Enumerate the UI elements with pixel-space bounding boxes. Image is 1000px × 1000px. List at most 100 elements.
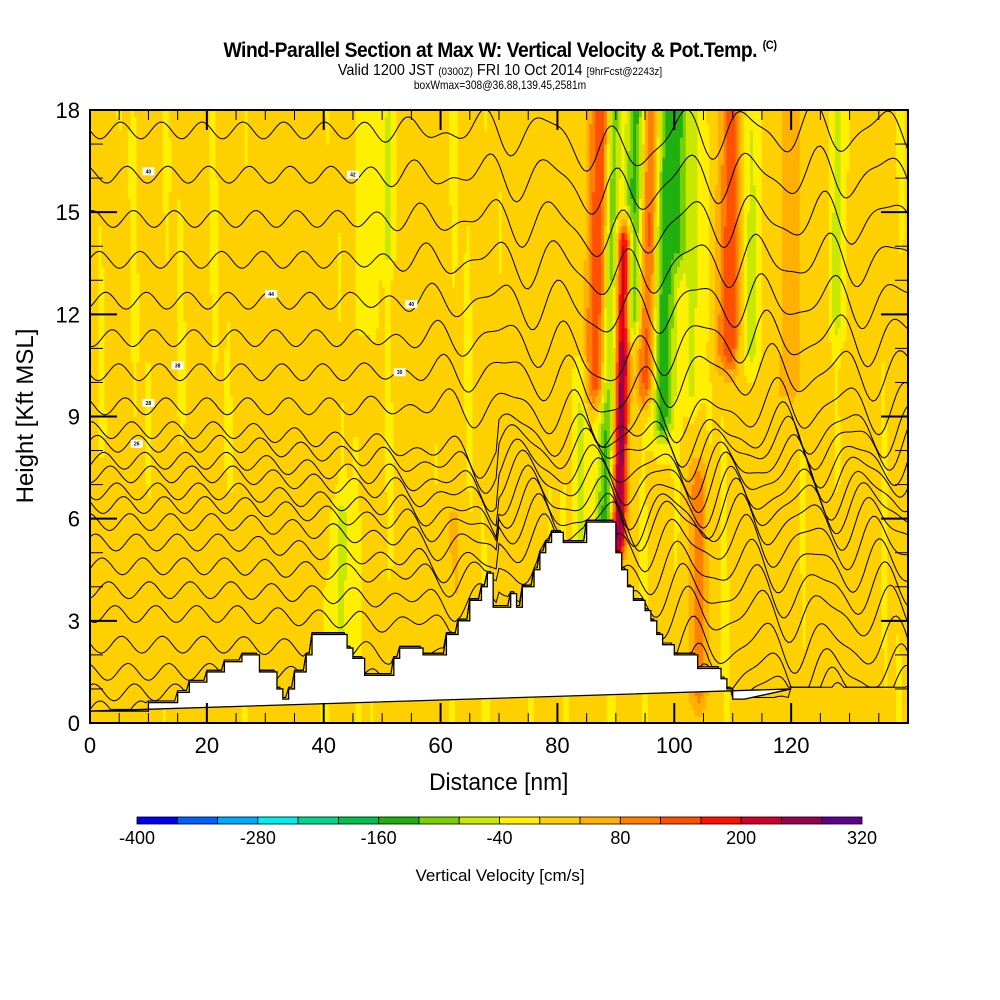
contour-label: 26	[134, 442, 140, 448]
velocity-cell	[639, 477, 643, 615]
velocity-cell	[843, 110, 848, 342]
velocity-cell	[662, 436, 666, 445]
velocity-cell	[341, 402, 345, 506]
velocity-cell	[177, 110, 181, 199]
velocity-cell	[621, 211, 626, 220]
velocity-cell	[563, 110, 567, 486]
velocity-cell	[586, 416, 590, 574]
velocity-cell	[142, 110, 146, 723]
velocity-cell	[341, 110, 345, 404]
velocity-cell	[215, 110, 219, 179]
velocity-cell	[747, 382, 751, 723]
velocity-cell	[627, 205, 631, 220]
velocity-cell	[665, 110, 669, 417]
velocity-cell	[621, 552, 626, 560]
velocity-cell	[627, 150, 631, 206]
velocity-cell	[831, 361, 836, 723]
theta-contour-line	[90, 190, 908, 257]
velocity-cell	[399, 110, 403, 723]
velocity-cell	[262, 110, 266, 723]
velocity-cell	[180, 443, 184, 723]
velocity-cell	[732, 382, 737, 723]
velocity-cell	[852, 110, 856, 723]
velocity-cell	[379, 110, 383, 281]
colorbar-tick-label: 200	[726, 828, 756, 848]
velocity-cell	[685, 416, 690, 479]
velocity-cell	[338, 232, 342, 322]
velocity-cell	[633, 341, 637, 377]
velocity-cell	[215, 361, 219, 723]
velocity-cell	[703, 402, 707, 465]
theta-contour-line	[90, 415, 908, 494]
velocity-cell	[706, 341, 710, 363]
velocity-cell	[723, 443, 728, 723]
velocity-cell	[773, 110, 777, 723]
velocity-cell	[714, 368, 719, 723]
velocity-cell	[796, 110, 801, 390]
velocity-cell	[490, 110, 494, 723]
velocity-cell	[653, 110, 658, 213]
velocity-cell	[694, 470, 699, 697]
velocity-cell	[335, 484, 339, 656]
theta-contour-line	[90, 343, 908, 413]
velocity-cell	[259, 110, 263, 723]
velocity-cell	[866, 110, 871, 723]
velocity-cell	[691, 709, 696, 723]
velocity-cell	[133, 416, 138, 723]
velocity-cell	[621, 232, 626, 247]
velocity-cell	[603, 225, 608, 308]
chart-title: Wind-Parallel Section at Max W: Vertical…	[40, 38, 960, 63]
contour-label-bg	[405, 300, 418, 309]
velocity-cell	[720, 416, 725, 676]
velocity-cell	[627, 327, 631, 342]
velocity-cell	[685, 110, 690, 288]
velocity-cell	[598, 402, 602, 411]
velocity-cell	[630, 355, 634, 404]
velocity-cell	[183, 423, 187, 723]
velocity-cell	[790, 110, 795, 404]
velocity-cell	[449, 110, 453, 206]
velocity-cell	[682, 252, 687, 274]
colorbar-swatch	[740, 816, 782, 825]
contour-label: 44	[268, 292, 274, 298]
velocity-cell	[598, 389, 602, 404]
velocity-cell	[396, 110, 401, 723]
colorbar-swatch	[660, 816, 702, 825]
velocity-cell	[659, 293, 663, 431]
velocity-cell	[504, 110, 509, 723]
velocity-cell	[530, 110, 535, 676]
velocity-cell	[624, 443, 628, 513]
velocity-cell	[343, 579, 348, 656]
velocity-cell	[679, 280, 684, 438]
velocity-cell	[802, 457, 807, 649]
velocity-cell	[679, 436, 684, 723]
velocity-cell	[154, 110, 158, 723]
velocity-cell	[700, 477, 704, 697]
velocity-cell	[603, 402, 608, 431]
velocity-cell	[644, 327, 649, 390]
velocity-cell	[598, 314, 602, 390]
velocity-cell	[218, 110, 222, 723]
colorbar-tick-labels: -400 -280 -160 -40 80 200 320	[119, 828, 877, 848]
velocity-cell	[831, 211, 836, 322]
velocity-cell	[726, 361, 731, 370]
velocity-cell	[463, 110, 468, 254]
velocity-cell	[151, 110, 155, 723]
velocity-cell	[586, 361, 590, 404]
velocity-cell	[212, 110, 217, 377]
velocity-cell	[376, 327, 380, 723]
theta-contour-line	[90, 145, 908, 215]
velocity-cell	[565, 110, 570, 547]
velocity-cell	[364, 334, 368, 723]
velocity-cell	[641, 211, 646, 308]
velocity-cell	[726, 110, 731, 363]
x-tick-labels: 0 20 40 60 80 100 120	[84, 733, 810, 758]
velocity-cell	[826, 110, 830, 723]
velocity-cell	[837, 110, 842, 329]
velocity-cell	[618, 545, 623, 554]
velocity-cell	[329, 511, 333, 642]
velocity-cell	[741, 110, 745, 723]
velocity-cell	[647, 211, 652, 247]
velocity-cell	[618, 239, 623, 295]
velocity-cell	[621, 246, 626, 342]
